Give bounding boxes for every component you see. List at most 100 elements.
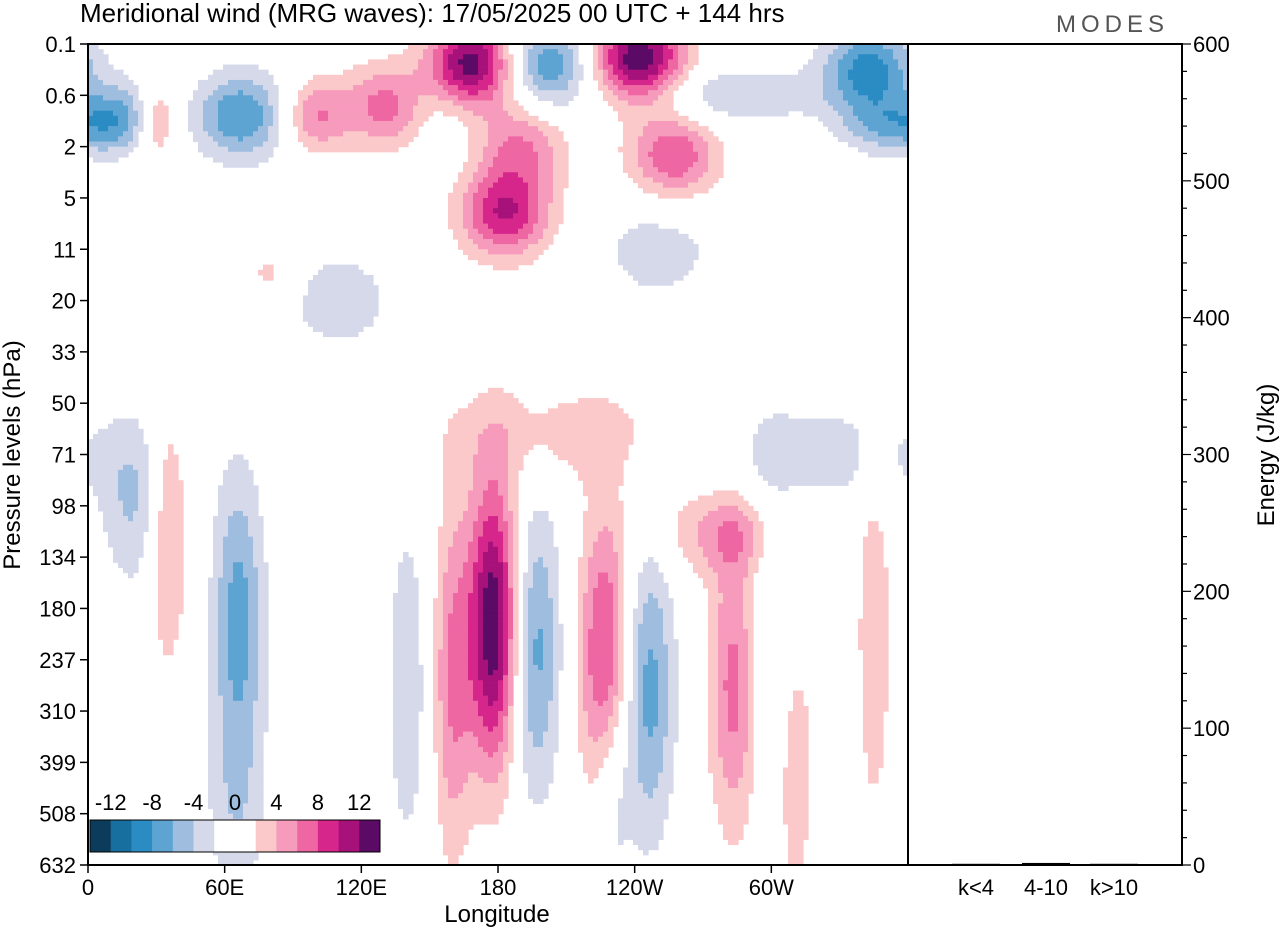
- contour-cell: [888, 79, 904, 86]
- contour-cell: [593, 618, 614, 625]
- contour-cell: [663, 608, 674, 615]
- contour-cell: [478, 654, 484, 661]
- contour-cell: [863, 582, 889, 589]
- contour-cell: [93, 69, 124, 76]
- contour-cell: [543, 649, 554, 656]
- contour-cell: [523, 59, 529, 66]
- contour-cell: [738, 644, 749, 651]
- contour-cell: [628, 726, 639, 733]
- contour-cell: [633, 680, 639, 686]
- contour-cell: [208, 598, 219, 604]
- contour-cell: [743, 593, 754, 599]
- contour-cell: [128, 126, 134, 132]
- contour-cell: [533, 731, 544, 738]
- contour-cell: [583, 695, 594, 702]
- contour-cell: [513, 628, 519, 635]
- contour-cell: [858, 628, 889, 635]
- contour-cell: [448, 562, 464, 568]
- contour-cell: [248, 772, 264, 779]
- contour-cell: [303, 310, 379, 317]
- contour-cell: [668, 731, 679, 738]
- contour-cell: [443, 490, 469, 497]
- contour-cell: [613, 623, 619, 630]
- contour-cell: [493, 90, 504, 96]
- contour-cell: [523, 716, 529, 722]
- contour-cell: [898, 120, 908, 127]
- contour-cell: [638, 746, 664, 753]
- contour-cell: [488, 167, 539, 173]
- contour-cell: [368, 131, 399, 137]
- contour-cell: [858, 146, 908, 153]
- contour-cell: [228, 788, 249, 794]
- contour-cell: [248, 608, 259, 615]
- contour-cell: [613, 680, 619, 686]
- contour-cell: [468, 623, 479, 630]
- contour-cell: [668, 675, 679, 681]
- contour-cell: [353, 64, 419, 71]
- contour-cell: [448, 690, 474, 697]
- contour-cell: [658, 680, 669, 686]
- contour-cell: [223, 541, 254, 548]
- contour-cell: [488, 120, 529, 127]
- colorbar-label: 8: [312, 790, 324, 815]
- contour-cell: [303, 305, 379, 312]
- contour-cell: [613, 69, 624, 76]
- contour-cell: [433, 618, 444, 625]
- contour-cell: [208, 711, 224, 717]
- contour-cell: [443, 505, 469, 512]
- contour-cell: [838, 44, 854, 50]
- contour-cell: [483, 208, 494, 214]
- contour-cell: [438, 762, 444, 769]
- contour-cell: [223, 536, 254, 543]
- contour-cell: [218, 670, 229, 676]
- contour-cell: [253, 700, 269, 707]
- contour-cell: [588, 654, 614, 661]
- contour-cell: [438, 659, 449, 666]
- contour-cell: [433, 731, 444, 738]
- contour-cell: [453, 413, 629, 420]
- contour-cell: [303, 85, 354, 91]
- contour-cell: [228, 459, 249, 466]
- contour-cell: [208, 95, 224, 102]
- contour-cell: [628, 700, 639, 707]
- contour-cell: [208, 721, 224, 728]
- contour-cell: [618, 562, 624, 568]
- contour-cell: [473, 582, 479, 589]
- contour-cell: [373, 74, 434, 81]
- contour-cell: [593, 49, 599, 55]
- contour-cell: [618, 808, 669, 815]
- contour-cell: [608, 721, 619, 728]
- contour-cell: [608, 685, 619, 692]
- contour-cell: [533, 223, 549, 230]
- contour-cell: [523, 675, 529, 681]
- contour-cell: [203, 120, 219, 127]
- colorbar-swatch: [317, 820, 339, 852]
- contour-cell: [633, 623, 639, 630]
- contour-cell: [208, 705, 224, 712]
- contour-cell: [523, 721, 529, 728]
- contour-cell: [523, 664, 529, 671]
- contour-cell: [903, 439, 908, 445]
- contour-cell: [588, 634, 614, 640]
- contour-cell: [738, 659, 749, 666]
- contour-cell: [208, 736, 224, 743]
- contour-cell: [398, 572, 414, 579]
- contour-cell: [133, 126, 144, 132]
- colorbar-swatch: [110, 820, 132, 852]
- contour-cell: [508, 521, 514, 527]
- contour-cell: [418, 95, 439, 102]
- contour-cell: [638, 582, 669, 589]
- contour-cell: [728, 664, 739, 671]
- contour-cell: [718, 803, 749, 810]
- contour-cell: [498, 654, 504, 661]
- contour-cell: [593, 44, 599, 50]
- contour-cell: [88, 85, 119, 91]
- contour-cell: [503, 557, 509, 563]
- contour-cell: [473, 197, 484, 204]
- contour-cell: [158, 557, 184, 563]
- contour-cell: [453, 182, 469, 189]
- contour-cell: [688, 126, 709, 132]
- contour-cell: [468, 182, 479, 189]
- contour-cell: [493, 700, 504, 707]
- contour-cell: [443, 54, 449, 60]
